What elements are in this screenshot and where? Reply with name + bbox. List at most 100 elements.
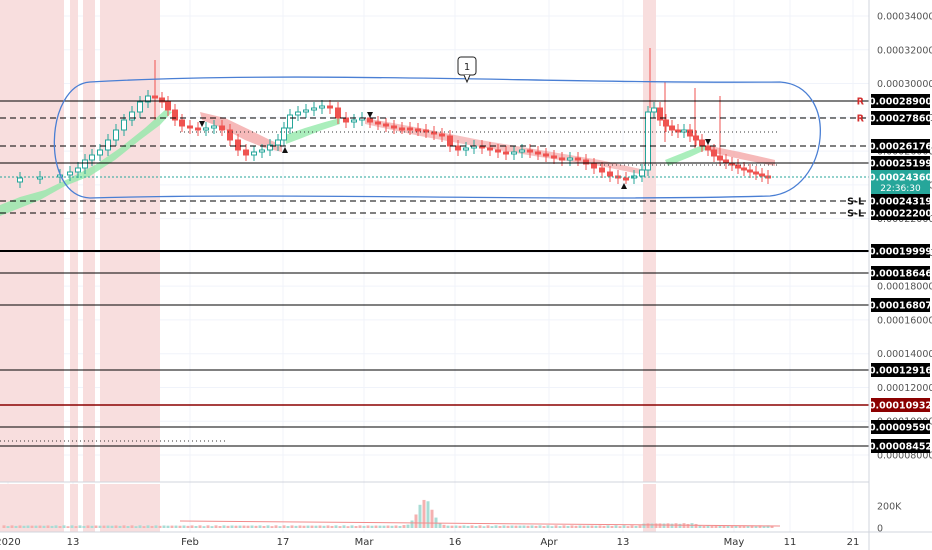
time-axis: 2020 13 Feb 17 Mar 16 Apr 13 May 11 21 xyxy=(0,537,859,548)
candle-body xyxy=(711,149,717,157)
volume-bar xyxy=(418,504,422,528)
volume-bar xyxy=(378,525,382,528)
volume-bar xyxy=(26,525,30,528)
volume-bar xyxy=(654,523,658,528)
candle-body xyxy=(165,101,171,111)
candle-body xyxy=(591,163,597,169)
shaded-region xyxy=(83,0,95,482)
callout-label: 1 xyxy=(464,62,470,73)
volume-bar xyxy=(738,525,742,528)
candle-body xyxy=(219,125,225,131)
volume-bar xyxy=(258,525,262,528)
volume-bar xyxy=(198,525,202,528)
volume-bar xyxy=(190,525,194,528)
time-tick-label: 16 xyxy=(449,537,462,548)
shaded-region xyxy=(83,484,95,532)
level-badge xyxy=(871,420,930,434)
candle-body xyxy=(503,151,509,155)
ema-ribbon-green xyxy=(665,144,705,166)
candle-body xyxy=(295,111,301,116)
level-tag: R xyxy=(857,114,865,125)
candle-body xyxy=(367,117,373,123)
volume-bar xyxy=(706,525,710,528)
volume-bar xyxy=(146,525,150,528)
volume-bar xyxy=(610,526,614,528)
volume-bar xyxy=(134,526,138,528)
volume-bar xyxy=(586,525,590,528)
level-badge xyxy=(871,266,930,280)
shaded-region xyxy=(643,484,656,532)
volume-bar xyxy=(630,525,634,528)
level-badge-label: 0.00027860 xyxy=(869,114,932,125)
volume-bar xyxy=(270,526,274,528)
shaded-region xyxy=(100,0,160,482)
volume-bar xyxy=(10,525,14,528)
volume-bar xyxy=(106,525,110,528)
last-price-value: 0.00024360 xyxy=(869,173,932,184)
candles xyxy=(17,48,771,189)
candle-body xyxy=(753,171,759,175)
volume-bar xyxy=(642,523,646,528)
volume-bar xyxy=(618,526,622,528)
volume-bar xyxy=(770,526,774,528)
candle-body xyxy=(423,129,429,133)
volume-bar xyxy=(102,525,106,528)
candle-body xyxy=(551,155,557,159)
volume-bar xyxy=(154,525,158,528)
volume-bar xyxy=(350,525,354,528)
candle-body xyxy=(67,171,73,176)
volume-bar xyxy=(306,525,310,528)
candle-body xyxy=(519,149,525,153)
volume-bar xyxy=(250,525,254,528)
volume-bar xyxy=(82,525,86,528)
volume-bar xyxy=(666,523,670,528)
volume-bar xyxy=(2,525,6,528)
volume-bar xyxy=(30,525,34,528)
level-badge-label: 0.00026176 xyxy=(869,142,932,153)
candle-body xyxy=(447,135,453,147)
volume-bar xyxy=(474,526,478,528)
volume-bar xyxy=(442,524,446,528)
volume-bar xyxy=(290,525,294,528)
candle-body xyxy=(203,127,209,131)
volume-bar xyxy=(266,525,270,528)
volume-bar xyxy=(638,525,642,528)
time-tick-label: 11 xyxy=(784,537,797,548)
candle-body xyxy=(607,171,613,177)
volume-bar xyxy=(310,525,314,528)
countdown-timer: 22:36:30 xyxy=(880,184,921,194)
volume-bar xyxy=(150,525,154,528)
candle-body xyxy=(235,139,241,151)
candle-body xyxy=(651,107,657,113)
volume-bar xyxy=(714,525,718,528)
level-badge xyxy=(871,439,930,453)
candle-body xyxy=(559,157,565,161)
volume-bar xyxy=(470,525,474,528)
volume-bar xyxy=(386,525,390,528)
level-badge xyxy=(871,363,930,377)
volume-bar xyxy=(570,525,574,528)
volume-bar xyxy=(86,525,90,528)
ema-ribbon-red xyxy=(710,146,775,166)
candle-body xyxy=(431,131,437,135)
volume-bar xyxy=(762,526,766,528)
candle-body xyxy=(251,151,257,156)
candle-body xyxy=(527,149,533,153)
time-tick-label: 13 xyxy=(617,537,630,548)
level-badge xyxy=(871,111,930,125)
volume-bar xyxy=(98,525,102,528)
volume-bar xyxy=(390,525,394,528)
volume-bar xyxy=(286,526,290,528)
volume-bar xyxy=(558,526,562,528)
volume-bar xyxy=(374,525,378,528)
volume-bar xyxy=(766,525,770,528)
shaded-region xyxy=(70,484,78,532)
volume-bar xyxy=(162,525,166,528)
candle-body xyxy=(699,139,705,147)
level-badge xyxy=(871,156,930,170)
level-badge-label: 0.00019999 xyxy=(869,247,932,258)
volume-bar xyxy=(254,525,258,528)
volume-bar xyxy=(6,526,10,528)
volume-bar xyxy=(50,525,54,528)
